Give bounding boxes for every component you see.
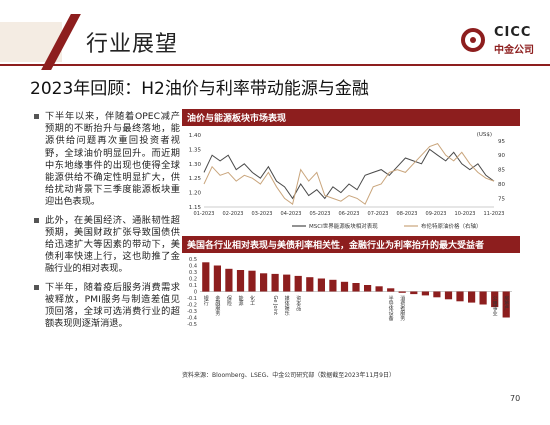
right-tick-label: 75 xyxy=(498,196,505,202)
bar-22 xyxy=(456,291,464,302)
series-line-1 xyxy=(203,142,495,205)
category-label: 媒体娱乐 xyxy=(284,295,290,316)
bar-18 xyxy=(410,291,418,295)
category-label: Ge Joint xyxy=(272,296,278,316)
x-tick-label: 06-2023 xyxy=(339,211,360,217)
right-tick-label: 95 xyxy=(498,139,505,145)
legend-label-0: MSCI世界能源板块相对表现 xyxy=(309,222,378,230)
x-tick-label: 03-2023 xyxy=(252,211,273,217)
bar-16 xyxy=(387,288,395,292)
bar-14 xyxy=(364,285,372,292)
bar-26 xyxy=(502,291,510,318)
y-tick-label: 0.1 xyxy=(189,283,197,289)
sector-correlation-bar-chart: 0.50.40.30.20.10-0.1-0.2-0.3-0.4-0.5 银行 金融… xyxy=(187,257,512,328)
bar-15 xyxy=(375,286,383,292)
x-tick-label: 07-2023 xyxy=(368,211,389,217)
category-label: 公用事业 xyxy=(492,296,498,316)
category-label: 保险 xyxy=(226,295,232,307)
bar-23 xyxy=(468,291,476,303)
left-tick-label: 1.15 xyxy=(189,205,202,211)
bar-8 xyxy=(294,275,302,292)
x-tick-label: 02-2023 xyxy=(223,211,244,217)
series-line-0 xyxy=(203,148,495,200)
bar-3 xyxy=(236,270,245,292)
left-tick-label: 1.25 xyxy=(189,176,202,182)
y-tick-label: 0.5 xyxy=(189,257,197,263)
chart2-header: 美国各行业相对表现与美债利率相关性，金融行业为利率抬升的最大受益者 xyxy=(182,236,520,253)
left-tick-label: 1.20 xyxy=(189,191,202,197)
bullet-item: 下半年以来，伴随着OPEC减产预期的不断抬升与最终落地，能源供给问题再次重回投资… xyxy=(34,111,180,209)
y-tick-label: -0.3 xyxy=(187,309,197,315)
y-tick-label: 0 xyxy=(194,290,197,296)
bullet-item: 下半年，随着疫后服务消费需求被释放，PMI服务与制造差值见顶回落，全球可选消费行… xyxy=(34,282,180,331)
bar-11 xyxy=(329,279,337,292)
category-label: 半导体设备 xyxy=(388,295,394,322)
left-tick-label: 1.35 xyxy=(189,147,202,153)
oil-energy-line-chart: 1.40 1.35 1.30 1.25 1.20 1.15 95 90 85 80 75 (US$) 0… xyxy=(189,132,506,230)
x-tick-label: 09-2023 xyxy=(426,211,447,217)
bar-10 xyxy=(317,278,325,292)
cicc-logo-icon xyxy=(461,28,485,52)
chart2-header-text: 美国各行业相对表现与美债利率相关性，金融行业为利率抬升的最大受益者 xyxy=(187,241,485,251)
bar-12 xyxy=(340,281,349,292)
category-label: 化工 xyxy=(249,295,255,306)
y-tick-label: 0.2 xyxy=(189,277,197,283)
bar-25 xyxy=(491,291,499,308)
source-note: 资料来源：Bloomberg、LSEG、中金公司研究部（数据截至2023年11月… xyxy=(182,372,395,379)
bar-24 xyxy=(479,291,487,305)
legend-label-1: 布伦特原油价格（右轴） xyxy=(421,222,482,230)
bar-1 xyxy=(213,265,221,292)
unit-label: (US$) xyxy=(477,132,492,138)
bar-4 xyxy=(248,270,256,292)
bar-5 xyxy=(260,273,268,292)
right-tick-label: 85 xyxy=(498,168,505,174)
category-label: 消费者服务 xyxy=(399,295,405,322)
bar-21 xyxy=(444,291,453,300)
bar-9 xyxy=(306,277,314,292)
y-tick-label: 0.3 xyxy=(189,270,197,276)
bullet-item: 此外，在美国经济、通胀韧性超预期，美国财政扩张导致国债供给迅速扩大等因素的带动下… xyxy=(34,215,180,276)
category-label: 银行 xyxy=(203,295,209,307)
bar-6 xyxy=(271,273,279,292)
slide-title: 2023年回顾：H2油价与利率带动能源与金融 xyxy=(30,79,369,99)
category-label: 房地产 xyxy=(503,295,509,312)
page-number: 70 xyxy=(510,394,521,403)
bar-17 xyxy=(398,291,406,293)
y-tick-label: -0.4 xyxy=(187,316,197,322)
bar-2 xyxy=(225,268,233,292)
bar-13 xyxy=(352,283,360,292)
y-tick-label: -0.2 xyxy=(187,303,197,309)
x-tick-label: 10-2023 xyxy=(455,211,476,217)
right-tick-label: 90 xyxy=(498,153,505,159)
chart1-header-text: 油价与能源板块市场表现 xyxy=(187,114,287,124)
header-rule xyxy=(0,64,550,66)
left-tick-label: 1.30 xyxy=(189,162,202,168)
x-tick-label: 08-2023 xyxy=(397,211,418,217)
x-tick-label: 01-2023 xyxy=(194,211,215,217)
left-tick-label: 1.40 xyxy=(189,133,202,139)
y-tick-label: -0.1 xyxy=(187,296,197,302)
bar-7 xyxy=(283,274,291,292)
bar-0 xyxy=(202,262,210,292)
section-title: 行业展望 xyxy=(86,32,179,57)
y-tick-label: -0.5 xyxy=(187,322,197,328)
category-label: 能源 xyxy=(237,295,243,307)
logo-text-zh: 中金公司 xyxy=(494,45,534,56)
chart1-header: 油价与能源板块市场表现 xyxy=(182,109,520,126)
bullet-list: 下半年以来，伴随着OPEC减产预期的不断抬升与最终落地，能源供给问题再次重回投资… xyxy=(34,111,180,336)
category-label: 金融服务 xyxy=(214,295,220,317)
x-tick-label: 11-2023 xyxy=(484,211,505,217)
category-label: 资本品 xyxy=(295,295,301,312)
bar-19 xyxy=(421,291,429,296)
y-tick-label: 0.4 xyxy=(189,264,197,270)
bar-20 xyxy=(433,291,441,298)
right-tick-label: 80 xyxy=(498,182,505,188)
logo-text-en: CICC xyxy=(494,25,532,40)
x-tick-label: 05-2023 xyxy=(310,211,331,217)
x-tick-label: 04-2023 xyxy=(281,211,302,217)
